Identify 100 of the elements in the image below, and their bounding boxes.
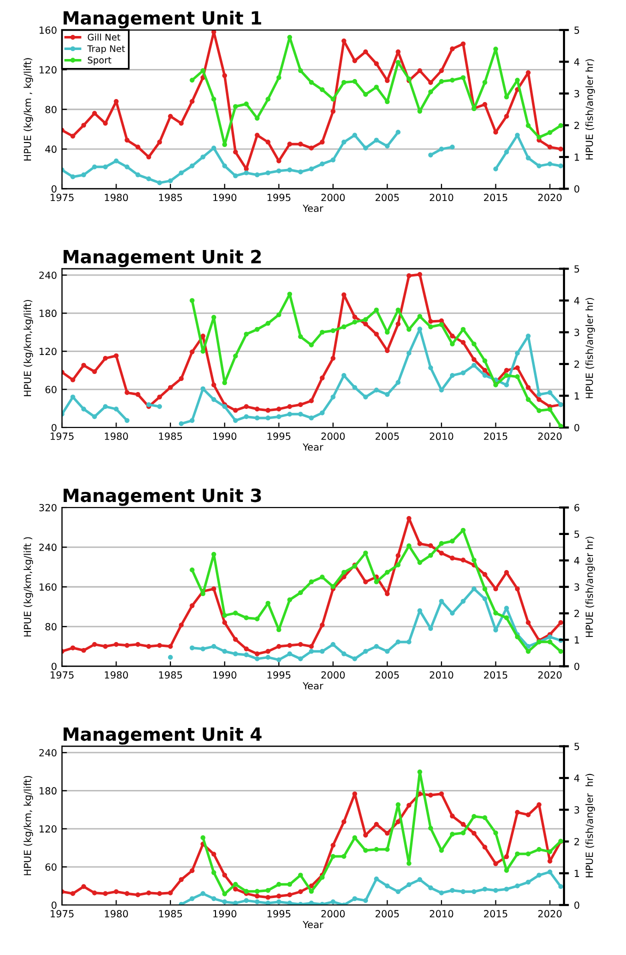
y-tick-label: 80: [45, 623, 56, 630]
x-tick-label: 1995: [268, 910, 290, 918]
x-tick-label: 1975: [50, 194, 74, 202]
y-tick-label: 160: [40, 583, 56, 591]
y-tick-label: 240: [39, 272, 56, 279]
y2-tick-label: 1: [574, 636, 580, 644]
y2-tick-label: 3: [574, 583, 580, 591]
x-tick-label: 1995: [268, 671, 290, 679]
y-tick-label: 120: [40, 66, 56, 74]
y-tick-label: 160: [40, 26, 56, 34]
y-tick-label: 60: [45, 386, 56, 394]
y2-axis-title: HPUE (fish/angler hr): [585, 298, 595, 398]
y-tick-label: 60: [45, 863, 56, 871]
x-tick-label: 1985: [159, 194, 182, 202]
x-tick-label: 2000: [321, 432, 345, 440]
x-tick-label: 1995: [268, 432, 290, 440]
y-axis-title: HPUE (kg/km, kg/lift): [24, 776, 34, 876]
y-tick-label: 0: [52, 185, 56, 193]
x-tick-label: 2015: [484, 432, 508, 440]
y2-axis-title: HPUE (fish/angler hr): [585, 536, 595, 637]
x-axis-title: Year: [302, 920, 324, 928]
x-axis-title: Year: [302, 204, 324, 212]
chart-title: Management Unit 2: [64, 249, 261, 268]
x-tick-label: 1975: [50, 432, 74, 440]
x-tick-label: 2005: [376, 671, 399, 679]
x-tick-label: 1980: [104, 432, 128, 440]
y2-tick-label: 4: [574, 297, 580, 304]
x-tick-label: 2015: [484, 194, 508, 202]
x-tick-label: 2020: [538, 194, 562, 202]
y2-tick-label: 1: [574, 154, 580, 161]
y-tick-label: 320: [39, 504, 56, 512]
x-tick-label: 2000: [321, 910, 345, 918]
x-tick-label: 2010: [430, 910, 454, 918]
y2-tick-label: 0: [574, 901, 580, 909]
y-tick-label: 180: [40, 787, 56, 795]
y2-tick-label: 3: [574, 328, 580, 336]
y2-tick-label: 0: [574, 662, 580, 670]
x-tick-label: 2010: [430, 432, 454, 440]
x-tick-label: 2005: [376, 432, 399, 440]
y-tick-label: 0: [52, 662, 56, 670]
x-tick-label: 2020: [538, 432, 562, 440]
y-axis-title: HPUE (kg/km,kg/lift): [24, 300, 34, 396]
x-tick-label: 2020: [538, 910, 562, 918]
x-tick-label: 1985: [159, 671, 182, 679]
y2-tick-label: 3: [574, 90, 580, 98]
y2-tick-label: 6: [574, 504, 580, 512]
x-tick-label: 1990: [213, 910, 236, 918]
x-tick-label: 2010: [430, 194, 454, 202]
legend-label: Sport: [88, 56, 112, 66]
chart-title: Management Unit 3: [64, 488, 261, 506]
y2-tick-label: 4: [574, 774, 580, 782]
x-tick-label: 1975: [50, 910, 74, 918]
chart-title: Management Unit 1: [64, 10, 262, 28]
x-tick-label: 1990: [213, 671, 236, 679]
y-tick-label: 0: [52, 901, 56, 909]
x-tick-label: 2015: [484, 910, 508, 918]
y2-tick-label: 0: [574, 185, 580, 193]
y-tick-label: 120: [40, 348, 56, 356]
y2-tick-label: 1: [574, 870, 580, 877]
y2-tick-label: 5: [574, 530, 580, 538]
y-tick-label: 120: [40, 825, 56, 833]
x-tick-label: 1995: [268, 194, 290, 202]
y2-tick-label: 5: [574, 742, 580, 750]
y-axis-title: HPUE (kg/km , kg/lift): [24, 58, 34, 160]
y2-tick-label: 4: [574, 58, 580, 66]
y-tick-label: 240: [39, 544, 56, 552]
y2-tick-label: 2: [574, 360, 579, 368]
x-tick-label: 1985: [159, 432, 182, 440]
x-tick-label: 1990: [213, 432, 236, 440]
y-tick-label: 0: [52, 424, 56, 432]
legend-label: Trap Net: [87, 45, 125, 54]
y-axis-title: HPUE (kg/km,kg/lift ): [24, 537, 34, 636]
y-tick-label: 180: [40, 310, 56, 318]
x-tick-label: 2000: [321, 671, 345, 679]
y2-tick-label: 2: [574, 610, 579, 618]
y2-tick-label: 5: [574, 265, 580, 273]
x-tick-label: 1985: [159, 910, 182, 918]
chart-title: Management Unit 4: [64, 726, 262, 745]
x-axis-title: Year: [302, 443, 324, 451]
x-tick-label: 2020: [538, 671, 562, 679]
y2-tick-label: 0: [574, 424, 580, 432]
x-tick-label: 1980: [104, 671, 128, 679]
y-tick-label: 40: [45, 146, 56, 153]
y2-tick-label: 2: [574, 122, 579, 129]
x-tick-label: 1980: [104, 194, 128, 202]
x-tick-label: 2015: [484, 671, 508, 679]
y2-tick-label: 4: [574, 557, 580, 564]
x-axis-title: Year: [302, 682, 324, 690]
x-tick-label: 1975: [50, 671, 74, 679]
y2-tick-label: 3: [574, 806, 580, 814]
y-tick-label: 80: [45, 106, 56, 114]
x-tick-label: 2005: [376, 910, 399, 918]
y2-tick-label: 1: [574, 392, 580, 400]
legend-label: Gill Net: [88, 34, 120, 41]
y2-axis-title: HPUE (fish/angler hr): [585, 59, 595, 160]
x-tick-label: 2005: [376, 194, 399, 202]
y2-axis-title: HPUE (fish/angler hr): [585, 774, 595, 878]
y2-tick-label: 2: [574, 838, 579, 846]
x-tick-label: 1990: [213, 194, 236, 202]
y-tick-label: 240: [39, 749, 56, 756]
